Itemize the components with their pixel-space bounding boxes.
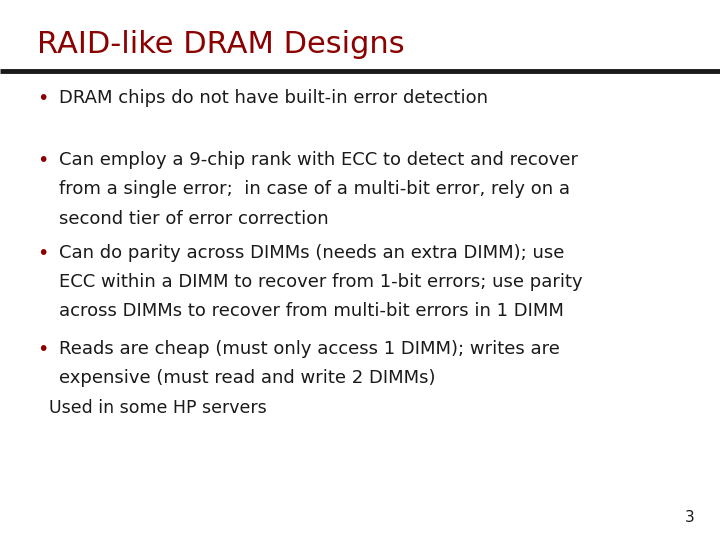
Text: DRAM chips do not have built-in error detection: DRAM chips do not have built-in error de…: [59, 89, 488, 107]
Text: Reads are cheap (must only access 1 DIMM); writes are: Reads are cheap (must only access 1 DIMM…: [59, 340, 560, 358]
Text: •: •: [37, 151, 49, 170]
Text: Can do parity across DIMMs (needs an extra DIMM); use: Can do parity across DIMMs (needs an ext…: [59, 244, 564, 262]
Text: Can employ a 9-chip rank with ECC to detect and recover: Can employ a 9-chip rank with ECC to det…: [59, 151, 578, 169]
Text: from a single error;  in case of a multi-bit error, rely on a: from a single error; in case of a multi-…: [59, 180, 570, 198]
Text: •: •: [37, 244, 49, 263]
Text: RAID-like DRAM Designs: RAID-like DRAM Designs: [37, 30, 405, 59]
Text: second tier of error correction: second tier of error correction: [59, 210, 328, 227]
Text: ECC within a DIMM to recover from 1-bit errors; use parity: ECC within a DIMM to recover from 1-bit …: [59, 273, 582, 291]
Text: •: •: [37, 89, 49, 108]
Text: •: •: [37, 340, 49, 359]
Text: Used in some HP servers: Used in some HP servers: [49, 399, 266, 416]
Text: 3: 3: [685, 510, 695, 525]
Text: across DIMMs to recover from multi-bit errors in 1 DIMM: across DIMMs to recover from multi-bit e…: [59, 302, 564, 320]
Text: expensive (must read and write 2 DIMMs): expensive (must read and write 2 DIMMs): [59, 369, 436, 387]
